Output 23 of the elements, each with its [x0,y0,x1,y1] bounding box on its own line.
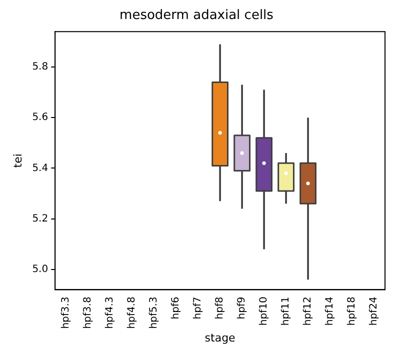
x-tick-label: hpf3.8 [82,296,94,329]
x-tick-label: hpf3.3 [60,296,72,329]
x-tick-label: hpf5.3 [148,296,160,329]
x-tick-label: hpf4.3 [104,296,116,329]
x-tick-label: hpf10 [258,296,270,326]
x-axis-title: stage [204,331,236,344]
y-tick-label: 5.4 [32,162,48,174]
y-axis-title: tei [11,154,24,168]
x-tick-label: hpf12 [302,296,314,326]
y-tick-label: 5.2 [32,213,48,224]
y-tick-label: 5.8 [32,62,48,73]
x-tick-label: hpf8 [214,296,226,320]
y-tick-label: 5.0 [32,264,48,276]
x-tick-label: hpf11 [280,296,292,326]
chart-title: mesoderm adaxial cells [120,8,274,24]
x-tick-label: hpf6 [170,296,182,320]
x-tick-label: hpf14 [324,296,336,326]
y-tick-label: 5.6 [32,112,48,124]
x-tick-label: hpf9 [236,296,248,320]
x-tick-label: hpf7 [192,296,204,320]
x-tick-label: hpf4.8 [126,296,138,329]
x-tick-label: hpf24 [368,296,380,326]
x-tick-label: hpf18 [346,296,358,326]
